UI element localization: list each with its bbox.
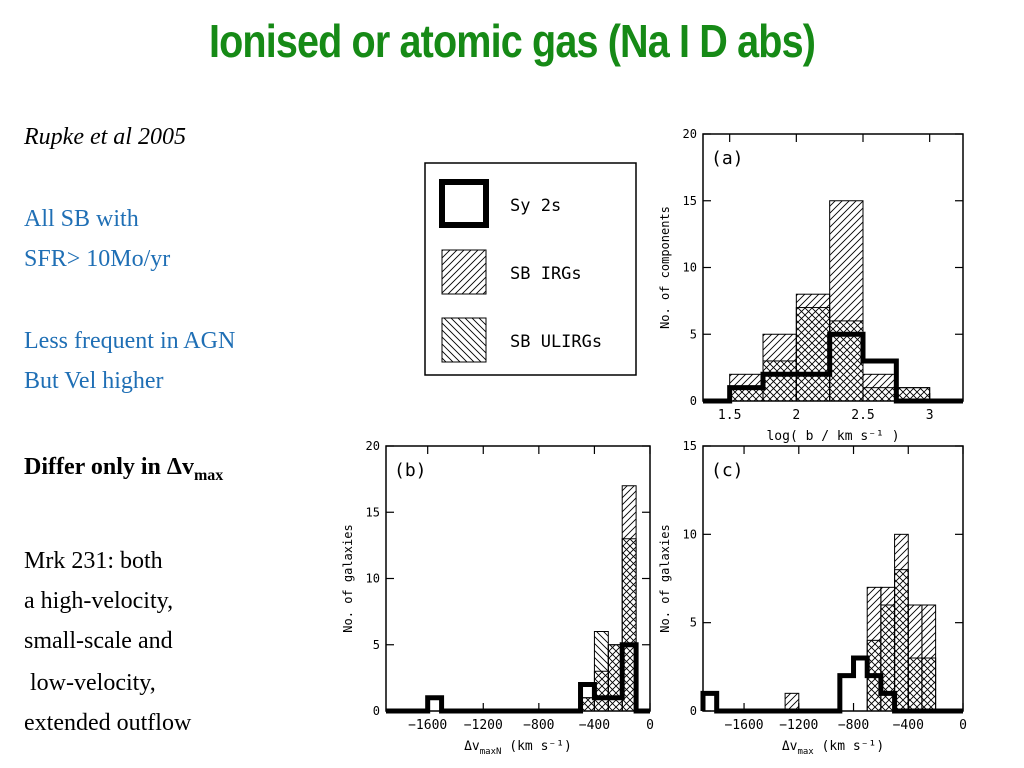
agn-line-2: But Vel higher	[24, 368, 164, 394]
xtick-label-a-3: 3	[926, 408, 934, 423]
mrk-line-4: low-velocity,	[24, 670, 156, 696]
bar-c-ulirg-15	[907, 657, 923, 712]
bar-a-ulirg-5	[862, 387, 897, 402]
ytick-label-c-3: 15	[683, 439, 697, 453]
mrk-line-2: a high-velocity,	[24, 588, 174, 614]
panel-a: 1.5 2 2.5 3 0 5 10 15 20 (a) No. of components log(…	[658, 127, 964, 444]
legend-swatch-ulirg	[441, 317, 487, 363]
ytick-label-b-0: 0	[373, 704, 380, 718]
legend-label-irg: SB IRGs	[510, 264, 582, 284]
ytick-label-a-1: 5	[690, 327, 697, 341]
xtick-label-c-0: −1600	[724, 718, 763, 733]
slide-title: Ionised or atomic gas (Na I D abs)	[208, 15, 816, 67]
ytick-label-b-1: 5	[373, 638, 380, 652]
xtick-label-a-1: 2	[792, 408, 800, 423]
mrk-line-1: Mrk 231: both	[24, 548, 163, 574]
xtick-label-a-2: 2.5	[851, 408, 874, 423]
panel-c: −1600 −1200 −800 −400 0 0 5 10 15 (c) No. of galax…	[658, 439, 967, 757]
panel-label-b: (b)	[394, 460, 427, 481]
legend-swatch-irg	[441, 249, 487, 295]
ytick-label-a-0: 0	[690, 394, 697, 408]
legend-label-sy2: Sy 2s	[510, 196, 561, 216]
mrk-line-3: small-scale and	[24, 628, 173, 654]
xtick-label-b-4: 0	[646, 718, 654, 733]
ytick-label-a-2: 10	[683, 261, 697, 275]
xtick-label-c-4: 0	[959, 718, 967, 733]
ytick-label-a-4: 20	[683, 127, 697, 141]
agn-line-1: Less frequent in AGN	[24, 328, 236, 354]
bar-c-ulirg-16	[921, 657, 937, 712]
xlabel-c: Δvmax (km s⁻¹)	[782, 739, 884, 757]
xtick-label-c-2: −800	[838, 718, 869, 733]
panel-b: −1600 −1200 −800 −400 0 0 5 10 15 20 (b) No. of gal…	[341, 439, 654, 757]
legend-label-ulirg: SB ULIRGs	[510, 332, 602, 352]
xtick-label-b-0: −1600	[408, 718, 447, 733]
ytick-label-a-3: 15	[683, 194, 697, 208]
ytick-label-b-2: 10	[366, 572, 380, 586]
bar-a-ulirg-2	[762, 360, 797, 402]
legend-swatch-sy2	[439, 179, 489, 228]
differ-prefix: Differ only in	[24, 454, 167, 480]
ytick-label-b-4: 20	[366, 439, 380, 453]
ylabel-b: No. of galaxies	[341, 524, 355, 632]
xtick-label-a-0: 1.5	[718, 408, 741, 423]
bar-c-ulirg-14	[894, 569, 909, 712]
sy2-step-line-a	[703, 331, 963, 404]
panel-label-c: (c)	[711, 460, 744, 481]
differ-subscript: max	[193, 467, 224, 484]
xlabel-b: ΔvmaxN (km s⁻¹)	[464, 739, 572, 757]
delta-symbol: Δ	[166, 454, 182, 480]
ytick-label-c-2: 10	[683, 527, 697, 541]
ytick-label-c-1: 5	[690, 616, 697, 630]
ytick-label-c-0: 0	[690, 704, 697, 718]
xtick-label-b-3: −400	[579, 718, 610, 733]
xtick-label-b-2: −800	[523, 718, 554, 733]
plot-frame-c	[702, 445, 964, 712]
bar-c-irg-6	[784, 692, 800, 712]
differ-statement: Differ only in Δvmax	[24, 452, 223, 491]
ylabel-a: No. of components	[658, 206, 672, 329]
mrk-line-5: extended outflow	[24, 710, 192, 736]
panel-label-a: (a)	[711, 148, 744, 169]
legend-box: Sy 2s SB IRGs SB ULIRGs	[424, 162, 637, 376]
sample-line-2: SFR> 10Mo/yr	[24, 246, 171, 272]
sample-line-1: All SB with	[24, 206, 139, 232]
xtick-label-c-3: −400	[893, 718, 924, 733]
xlabel-a: log( b / km s⁻¹ )	[766, 429, 899, 444]
citation: Rupke et al 2005	[24, 124, 186, 150]
ylabel-c: No. of galaxies	[658, 524, 672, 632]
ytick-label-b-3: 15	[366, 505, 380, 519]
xtick-label-c-1: −1200	[779, 718, 818, 733]
bar-a-ulirg-3	[795, 307, 831, 402]
xtick-label-b-1: −1200	[464, 718, 503, 733]
differ-v: v	[181, 454, 194, 480]
